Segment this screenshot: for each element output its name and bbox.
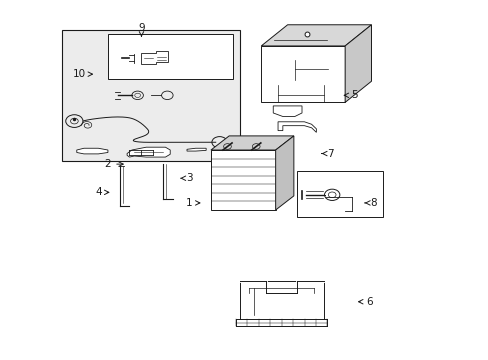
- Polygon shape: [127, 147, 170, 157]
- Bar: [108, 33, 232, 80]
- Bar: [297, 171, 383, 217]
- Text: 9: 9: [138, 23, 144, 36]
- Text: 5: 5: [344, 90, 357, 100]
- Polygon shape: [186, 148, 206, 151]
- Polygon shape: [273, 106, 302, 117]
- Text: 6: 6: [358, 297, 372, 307]
- Text: 3: 3: [180, 173, 192, 183]
- Polygon shape: [77, 148, 108, 154]
- Text: 10: 10: [72, 69, 92, 79]
- Bar: [210, 150, 275, 210]
- Text: 1: 1: [186, 198, 200, 208]
- Polygon shape: [141, 51, 167, 64]
- Polygon shape: [345, 25, 371, 102]
- Polygon shape: [261, 25, 371, 46]
- Text: 4: 4: [95, 187, 109, 197]
- Text: 7: 7: [321, 149, 333, 158]
- Polygon shape: [210, 136, 293, 150]
- Bar: [62, 30, 239, 161]
- Polygon shape: [278, 122, 316, 132]
- Polygon shape: [275, 136, 293, 210]
- Text: 2: 2: [104, 159, 123, 169]
- Bar: [261, 46, 345, 102]
- Text: 8: 8: [364, 198, 376, 208]
